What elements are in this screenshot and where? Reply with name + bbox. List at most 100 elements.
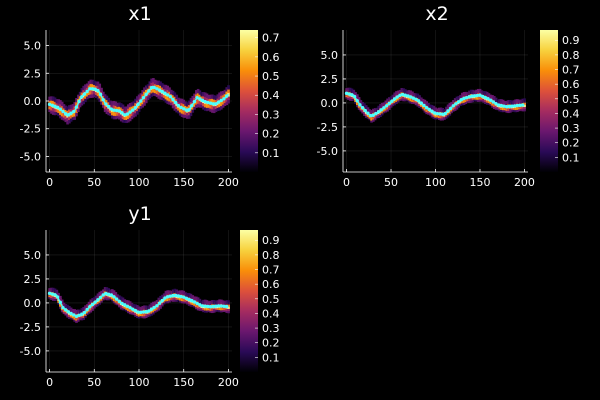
density-cell bbox=[414, 93, 418, 98]
data-point bbox=[61, 306, 65, 310]
density-cell bbox=[130, 102, 134, 107]
density-cell bbox=[119, 103, 123, 108]
data-point bbox=[139, 310, 143, 315]
data-point bbox=[50, 292, 54, 296]
density-cell bbox=[102, 289, 105, 294]
density-cell bbox=[444, 106, 448, 112]
colorbar-tick-label: 0.2 bbox=[562, 137, 580, 150]
density-cell bbox=[57, 99, 60, 104]
density-cell bbox=[168, 97, 171, 102]
density-cell bbox=[150, 302, 153, 308]
density-cell bbox=[98, 94, 102, 99]
data-point bbox=[427, 107, 431, 112]
density-cell bbox=[191, 105, 195, 110]
density-cell bbox=[134, 304, 137, 309]
density-cell bbox=[71, 115, 75, 121]
density-cell bbox=[68, 119, 71, 124]
colorbar-tick-label: 0.8 bbox=[262, 249, 280, 262]
data-point bbox=[104, 291, 108, 296]
density-cell bbox=[482, 91, 485, 96]
data-point bbox=[211, 304, 215, 309]
data-point bbox=[222, 97, 226, 101]
data-point bbox=[96, 88, 100, 93]
density-cell bbox=[82, 85, 85, 91]
density-cell bbox=[102, 103, 105, 108]
density-cell bbox=[153, 91, 157, 97]
density-cell bbox=[57, 102, 60, 107]
density-cell bbox=[152, 78, 155, 83]
density-cell bbox=[66, 116, 69, 122]
data-point bbox=[414, 97, 418, 101]
data-point bbox=[93, 87, 97, 91]
density-cell bbox=[75, 97, 78, 103]
data-point bbox=[206, 304, 210, 309]
density-cell bbox=[102, 100, 105, 105]
density-cell bbox=[468, 90, 471, 96]
density-cell bbox=[469, 89, 473, 95]
density-cell bbox=[152, 81, 155, 86]
data-point bbox=[214, 304, 218, 308]
density-cell bbox=[175, 104, 178, 110]
colorbar-tick-label: 0.6 bbox=[262, 51, 280, 64]
data-point bbox=[488, 98, 493, 102]
density-cell bbox=[221, 94, 225, 99]
density-cell bbox=[143, 97, 146, 103]
data-point bbox=[376, 110, 381, 114]
colorbar-tick-label: 0.5 bbox=[262, 293, 280, 306]
density-cell bbox=[96, 84, 100, 90]
density-cell bbox=[368, 109, 372, 114]
density-cell bbox=[155, 83, 159, 88]
density-cell bbox=[55, 101, 59, 107]
colorbar-tick-label: 0.2 bbox=[262, 337, 280, 350]
data-point bbox=[470, 94, 474, 98]
x-tick-label: 50 bbox=[384, 176, 398, 189]
density-cell bbox=[200, 103, 203, 108]
data-point bbox=[131, 108, 135, 112]
density-cell bbox=[110, 110, 114, 116]
density-cell bbox=[87, 84, 91, 89]
density-cell bbox=[196, 99, 200, 104]
density-cell bbox=[57, 292, 60, 298]
y-tick-label: -5.0 bbox=[20, 345, 41, 358]
density-cell bbox=[157, 90, 161, 96]
density-cell bbox=[62, 302, 66, 308]
density-cell bbox=[182, 99, 186, 105]
density-cell bbox=[48, 99, 51, 104]
density-cell bbox=[196, 297, 200, 302]
density-cell bbox=[110, 114, 114, 119]
density-cell bbox=[216, 106, 220, 112]
density-cell bbox=[89, 83, 93, 88]
density-cell bbox=[173, 95, 177, 101]
data-point bbox=[459, 98, 463, 102]
data-point bbox=[515, 103, 520, 108]
density-cell bbox=[191, 108, 195, 113]
density-cell bbox=[91, 298, 94, 303]
density-cell bbox=[73, 115, 77, 120]
density-cell bbox=[382, 102, 386, 107]
density-cell bbox=[189, 101, 193, 106]
density-cell bbox=[139, 101, 143, 106]
data-point bbox=[419, 101, 423, 105]
colorbar-tick-label: 0.1 bbox=[262, 351, 280, 364]
density-cell bbox=[121, 297, 125, 302]
density-cell bbox=[211, 108, 214, 113]
density-cell bbox=[60, 105, 64, 110]
density-cell bbox=[157, 80, 161, 86]
density-cell bbox=[523, 98, 526, 103]
data-point bbox=[136, 102, 140, 107]
data-point bbox=[352, 94, 357, 99]
data-point bbox=[395, 95, 399, 99]
density-cell bbox=[94, 93, 98, 98]
density-cell bbox=[211, 97, 214, 103]
density-cell bbox=[175, 107, 178, 113]
data-point bbox=[440, 112, 445, 116]
chart-title: x1 bbox=[128, 3, 151, 25]
density-cell bbox=[182, 109, 186, 115]
density-cell bbox=[109, 108, 112, 114]
density-cell bbox=[453, 98, 457, 103]
density-cell bbox=[82, 99, 85, 105]
data-point bbox=[422, 103, 426, 108]
density-cell bbox=[53, 107, 57, 112]
density-cell bbox=[395, 91, 398, 96]
density-cell bbox=[94, 84, 98, 89]
